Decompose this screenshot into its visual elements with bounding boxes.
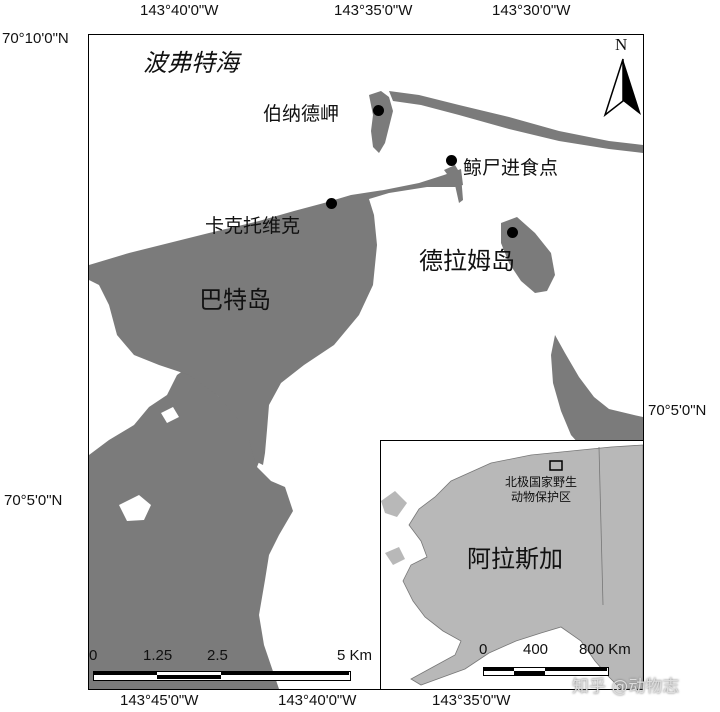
- inset-scale-label-0: 0: [479, 641, 488, 658]
- main-map: 波弗特海 伯纳德岬 鲸尸进食点 卡克托维克 德拉姆岛 巴特岛 N 0 1.25 …: [88, 34, 644, 690]
- inset-scale-bar: 0 400 800 Km: [479, 641, 641, 681]
- north-arrow: N: [603, 35, 643, 119]
- scale-label-1: 1.25: [143, 647, 173, 664]
- whale-site-marker: [446, 155, 457, 166]
- latitude-left-1: 70°10'0"N: [2, 30, 69, 47]
- north-arrow-icon: [603, 58, 641, 117]
- refuge-label-line1: 北极国家野生: [505, 475, 578, 489]
- kaktovik-marker: [326, 198, 337, 209]
- refuge-label: 北极国家野生 动物保护区: [505, 475, 577, 505]
- inset-map: 北极国家野生 动物保护区 阿拉斯加 0 400 800 Km: [380, 440, 644, 690]
- demarcation-island-label: 德拉姆岛: [419, 247, 515, 275]
- mainland-shape: [89, 363, 293, 689]
- scale-label-3: 5 Km: [337, 647, 373, 664]
- longitude-bottom-1: 143°45'0"W: [120, 692, 199, 709]
- cape-label: 伯纳德岬: [263, 103, 340, 125]
- alaska-label: 阿拉斯加: [467, 545, 563, 573]
- inset-scale-label-1: 400: [523, 641, 549, 658]
- cape-marker: [373, 105, 384, 116]
- longitude-bottom-2: 143°40'0"W: [278, 692, 357, 709]
- scale-label-0: 0: [89, 647, 98, 664]
- bernard-spit-shape: [369, 91, 393, 153]
- map-canvas: [89, 91, 643, 689]
- longitude-top-3: 143°30'0"W: [492, 2, 571, 19]
- refuge-label-line2: 动物保护区: [511, 490, 572, 504]
- north-arrow-label: N: [615, 35, 628, 54]
- latitude-left-2: 70°5'0"N: [4, 492, 63, 509]
- refuge-location-box: [549, 460, 563, 471]
- longitude-top-1: 143°40'0"W: [140, 2, 219, 19]
- alaska-shape: [402, 444, 643, 689]
- watermark: 知乎 @动物志: [572, 677, 680, 697]
- whale-site-label: 鲸尸进食点: [463, 157, 559, 179]
- inset-scale-label-2: 800 Km: [579, 641, 631, 658]
- longitude-top-2: 143°35'0"W: [334, 2, 413, 19]
- scale-label-2: 2.5: [207, 647, 228, 664]
- longitude-bottom-3: 143°35'0"W: [432, 692, 511, 709]
- latitude-right-1: 70°5'0"N: [648, 402, 707, 419]
- sea-label: 波弗特海: [143, 49, 239, 77]
- barter-island-shape: [89, 169, 463, 465]
- demarcation-marker: [507, 227, 518, 238]
- inset-canvas: [381, 444, 643, 689]
- kaktovik-label: 卡克托维克: [205, 215, 301, 237]
- barter-island-label: 巴特岛: [199, 286, 271, 314]
- main-scale-bar: 0 1.25 2.5 5 Km: [89, 647, 373, 687]
